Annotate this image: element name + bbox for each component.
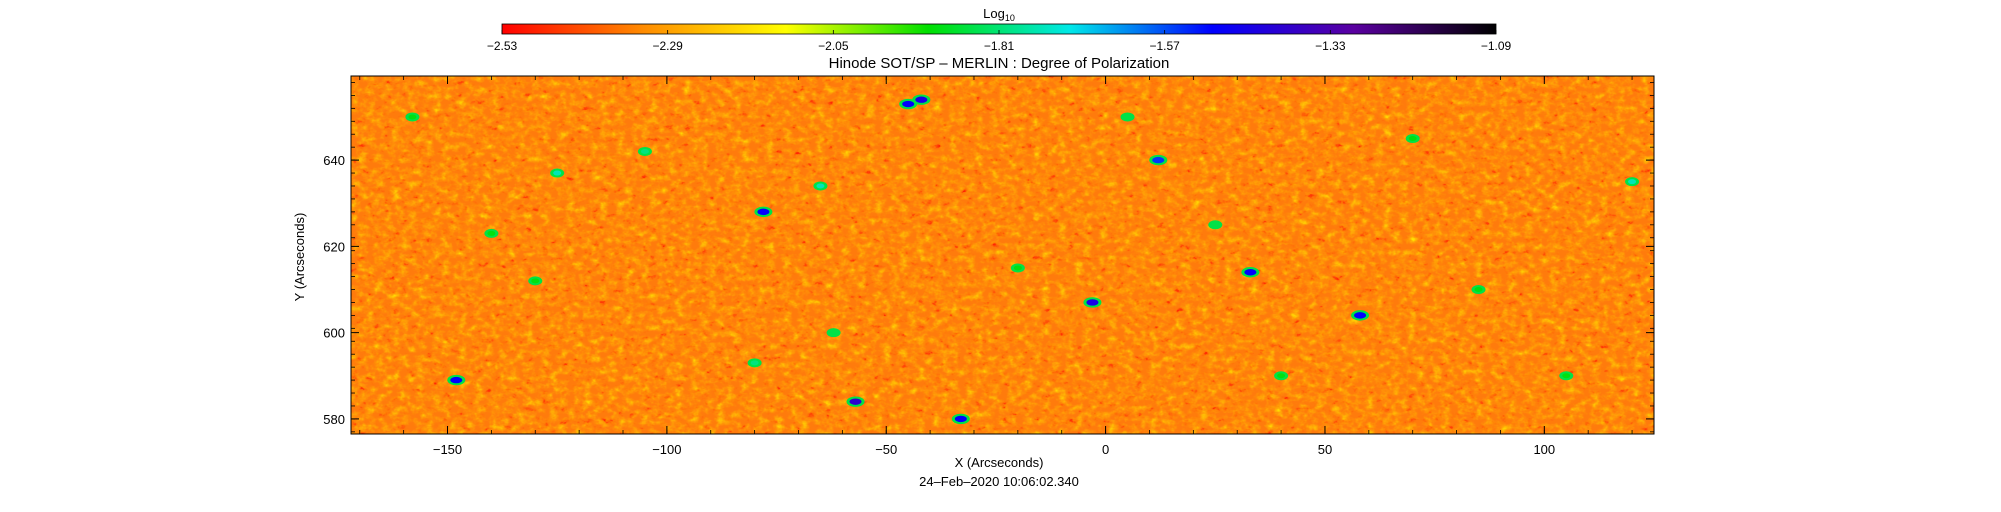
heatmap-feature (1013, 265, 1022, 271)
colorbar-tick-label: −1.57 (1149, 39, 1180, 53)
colorbar: Log10 −2.53 −2.29 −2.05 −1.81 −1.57 −1.33 −1.0… (487, 6, 1512, 53)
heatmap-feature (902, 100, 915, 108)
heatmap-feature (1562, 373, 1571, 379)
heatmap-feature (450, 376, 463, 384)
colorbar-tick-label: −1.09 (1481, 39, 1512, 53)
heatmap-feature (816, 183, 825, 189)
heatmap-feature (1123, 114, 1132, 120)
y-axis-ticks: 580 600 620 640 (323, 82, 1654, 433)
colorbar-ticks: −2.53 −2.29 −2.05 −1.81 −1.57 −1.33 −1.09 (487, 30, 1512, 53)
heatmap-feature (1277, 373, 1286, 379)
colorbar-label: Log10 (983, 6, 1015, 23)
x-tick-label: 50 (1318, 442, 1332, 457)
heatmap-plot: −150 −100 −50 0 50 100 580 600 620 640 (323, 75, 1655, 457)
x-tick-label: 100 (1533, 442, 1555, 457)
colorbar-tick-label: −2.29 (652, 39, 683, 53)
y-tick-label: 600 (323, 326, 345, 341)
colorbar-tick-label: −1.81 (984, 39, 1015, 53)
x-tick-label: 0 (1102, 442, 1109, 457)
heatmap-features (405, 94, 1640, 425)
x-tick-label: −100 (652, 442, 681, 457)
heatmap-image (351, 76, 1654, 434)
heatmap-feature (553, 170, 562, 176)
heatmap-feature (757, 208, 770, 216)
colorbar-label-sub: 10 (1005, 13, 1015, 23)
colorbar-tick-label: −2.05 (818, 39, 849, 53)
colorbar-tick-label: −2.53 (487, 39, 518, 53)
y-tick-label: 620 (323, 239, 345, 254)
heatmap-texture (351, 76, 1654, 434)
heatmap-feature (408, 114, 417, 120)
heatmap-feature (1086, 299, 1099, 306)
colorbar-tick-label: −1.33 (1315, 39, 1346, 53)
heatmap-feature (487, 230, 496, 236)
heatmap-feature (954, 415, 967, 423)
x-tick-label: −150 (433, 442, 462, 457)
heatmap-feature (1354, 312, 1367, 319)
heatmap-feature (1244, 269, 1257, 276)
x-axis-label: X (Arcseconds) (955, 455, 1044, 470)
heatmap-feature (849, 398, 862, 405)
heatmap-feature (640, 148, 649, 154)
heatmap-feature (1211, 222, 1220, 228)
plot-frame (350, 75, 1655, 435)
heatmap-feature (829, 330, 838, 336)
heatmap-feature (531, 278, 540, 284)
x-axis-ticks: −150 −100 −50 0 50 100 (359, 76, 1633, 457)
x-tick-label: −50 (875, 442, 897, 457)
y-tick-label: 580 (323, 412, 345, 427)
heatmap-feature (1152, 156, 1165, 164)
heatmap-feature (1474, 287, 1483, 293)
colorbar-label-main: Log (983, 6, 1005, 21)
heatmap-feature (1408, 136, 1417, 142)
heatmap-feature (750, 360, 759, 366)
observation-date: 24–Feb–2020 10:06:02.340 (919, 474, 1079, 489)
heatmap-feature (1628, 179, 1637, 185)
y-tick-label: 640 (323, 153, 345, 168)
heatmap-feature (915, 96, 928, 103)
y-axis-label: Y (Arcseconds) (292, 213, 307, 302)
chart-title: Hinode SOT/SP – MERLIN : Degree of Polar… (829, 55, 1170, 72)
